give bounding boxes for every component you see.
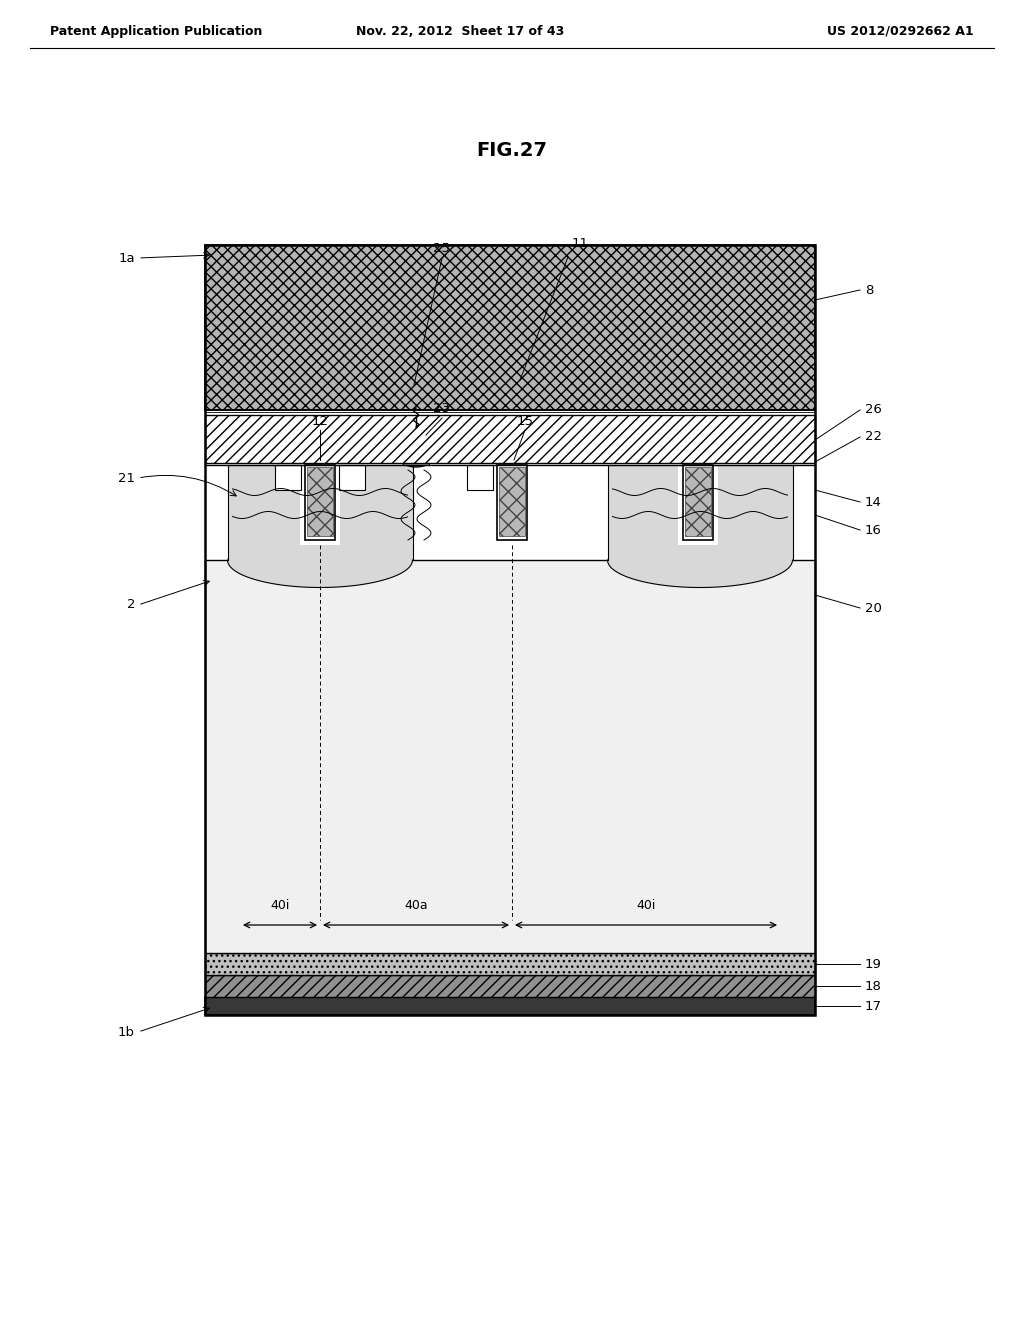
Bar (205, 246, 815, 411)
Bar (307, 467, 333, 536)
Text: 19: 19 (865, 957, 882, 970)
Bar (205, 953, 815, 975)
Bar (683, 465, 713, 540)
Ellipse shape (607, 532, 793, 587)
Bar (497, 465, 527, 540)
Text: 1a: 1a (119, 252, 135, 264)
Text: US 2012/0292662 A1: US 2012/0292662 A1 (827, 25, 974, 38)
Bar (403, 457, 429, 465)
Ellipse shape (392, 426, 440, 467)
Text: 22: 22 (865, 430, 882, 444)
Text: 14: 14 (865, 495, 882, 508)
Bar (205, 246, 815, 1015)
Text: Patent Application Publication: Patent Application Publication (50, 25, 262, 38)
Text: 16: 16 (865, 524, 882, 536)
Bar (205, 560, 815, 953)
Text: 12: 12 (311, 414, 329, 428)
Text: 17: 17 (865, 999, 882, 1012)
Bar (300, 465, 340, 545)
Bar (467, 465, 493, 490)
Text: 40i: 40i (270, 899, 290, 912)
Bar (305, 465, 335, 540)
Text: FIG.27: FIG.27 (476, 140, 548, 160)
Bar (339, 465, 365, 490)
Bar (492, 465, 532, 545)
Text: 11: 11 (572, 238, 589, 249)
Text: 1b: 1b (118, 1026, 135, 1039)
Text: 8: 8 (865, 284, 873, 297)
Text: 26: 26 (865, 404, 882, 417)
Bar (607, 465, 793, 560)
Bar (685, 467, 711, 536)
Text: Nov. 22, 2012  Sheet 17 of 43: Nov. 22, 2012 Sheet 17 of 43 (356, 25, 564, 38)
Text: 21: 21 (118, 471, 135, 484)
Text: 20: 20 (865, 602, 882, 615)
Bar (205, 414, 815, 463)
Bar (205, 975, 815, 997)
Text: 18: 18 (865, 979, 882, 993)
Text: 40a: 40a (404, 899, 428, 912)
Text: 2: 2 (127, 598, 135, 611)
Text: 23: 23 (433, 403, 451, 414)
Bar (678, 465, 718, 545)
Bar (227, 465, 413, 560)
Text: 15: 15 (516, 414, 534, 428)
Bar (275, 465, 301, 490)
Bar (205, 997, 815, 1015)
Ellipse shape (227, 532, 413, 587)
Text: 40i: 40i (636, 899, 655, 912)
Text: 25: 25 (433, 242, 451, 255)
Bar (499, 467, 525, 536)
